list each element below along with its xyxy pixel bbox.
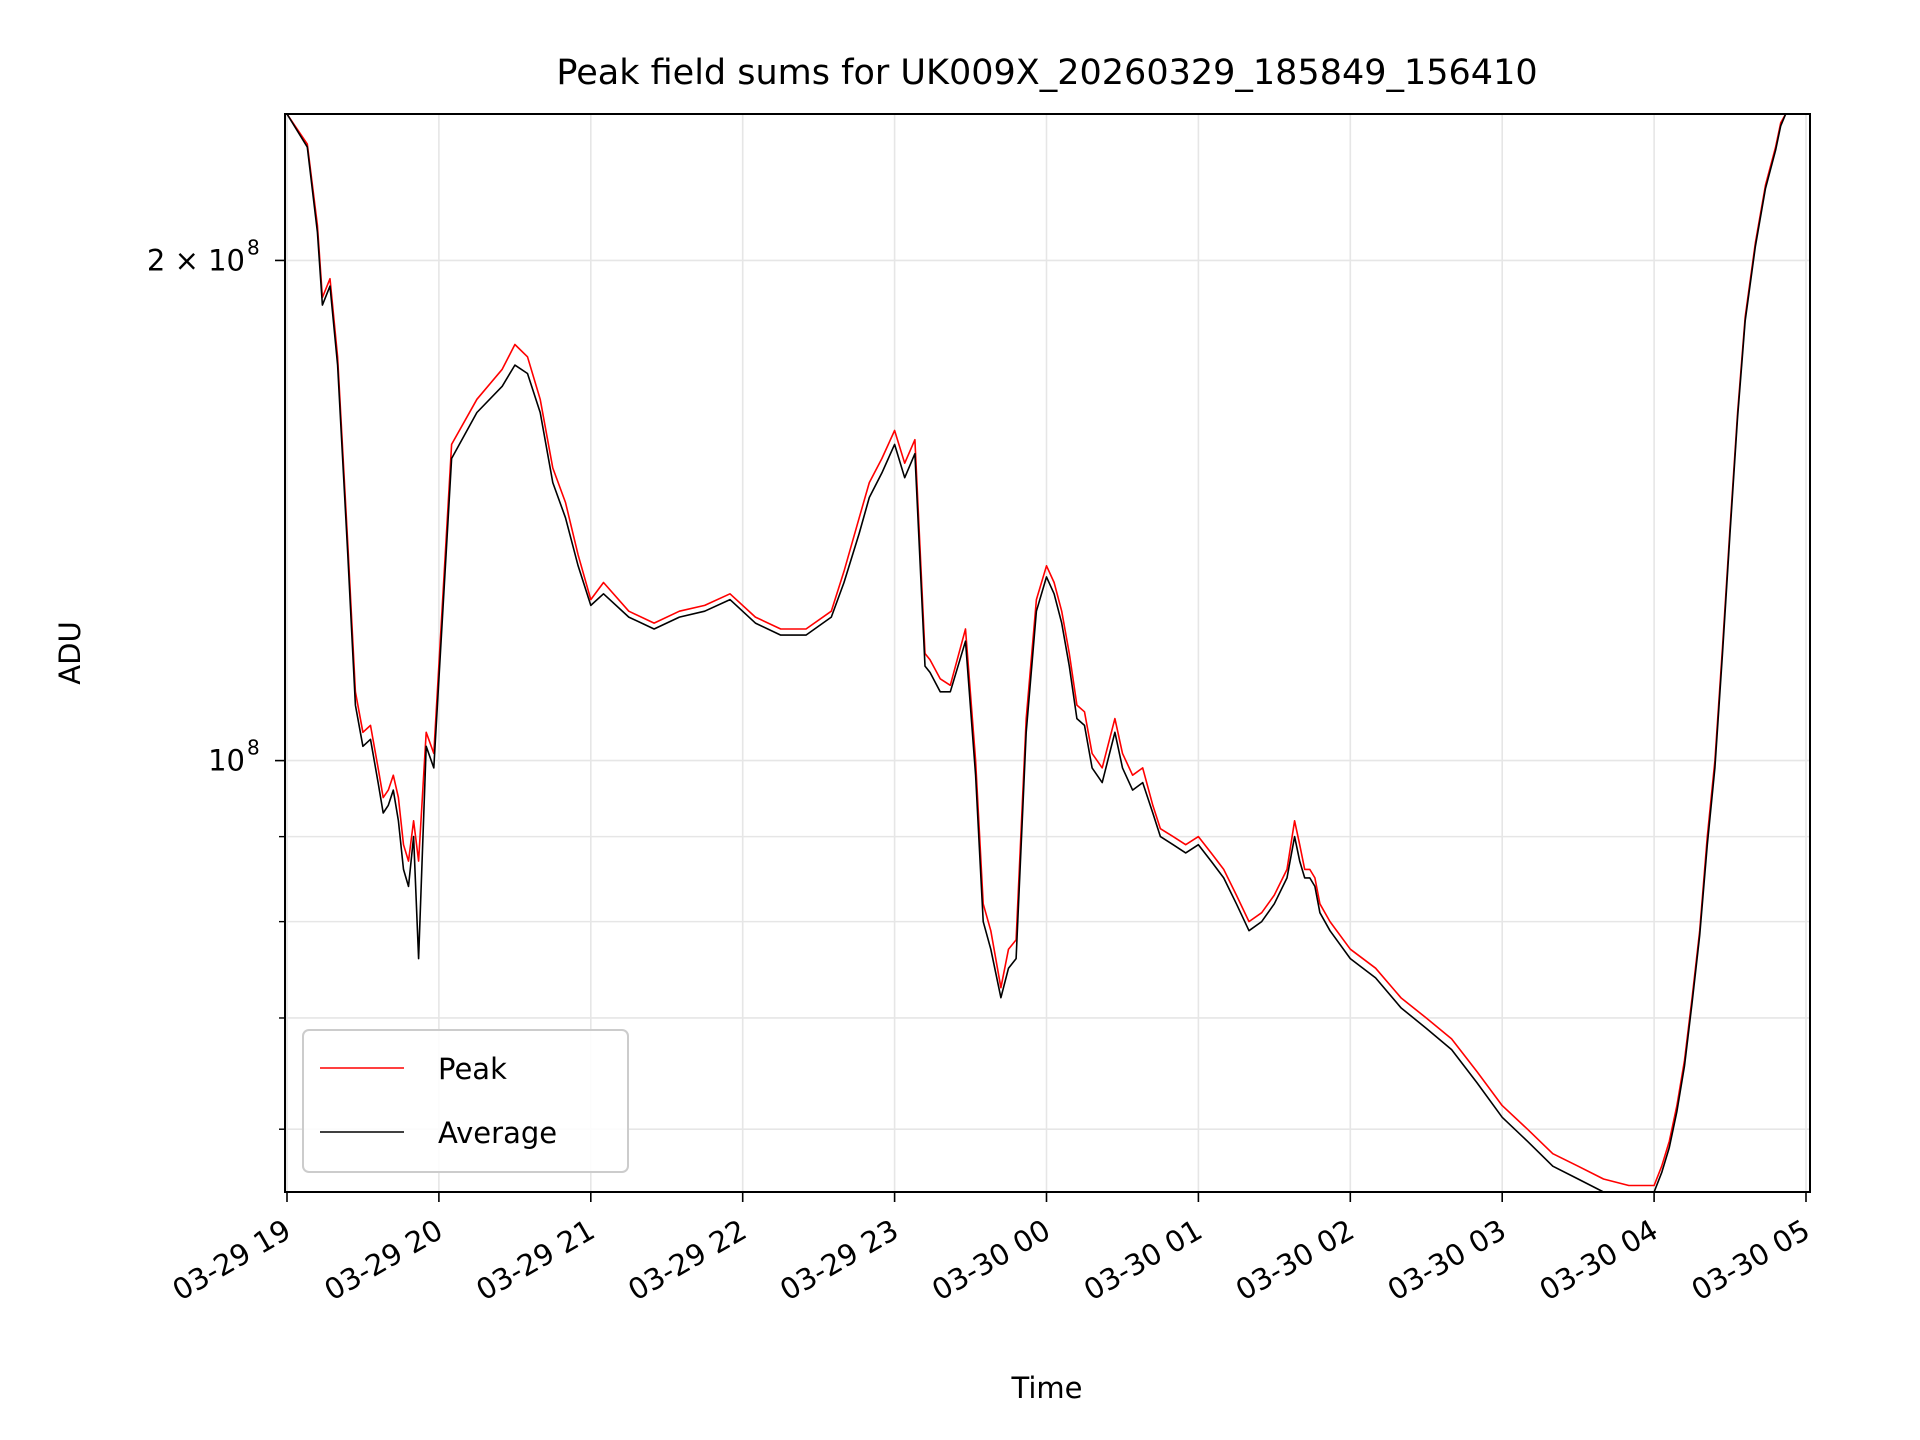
y-tick-label: 10 8 bbox=[208, 736, 260, 778]
plot-frame bbox=[284, 113, 1811, 1193]
y-tick-label-exponent: 8 bbox=[247, 736, 260, 760]
chart-title: Peak field sums for UK009X_20260329_1858… bbox=[556, 53, 1537, 93]
legend: Peak Average bbox=[302, 1029, 629, 1173]
y-axis-label: ADU bbox=[53, 621, 87, 684]
y-axis: 10 82 × 10 8 bbox=[147, 235, 285, 1130]
y-tick-label-base: 10 bbox=[208, 744, 245, 778]
y-tick-label-base: 2 × 10 bbox=[147, 243, 245, 277]
x-axis-label: Time bbox=[1011, 1371, 1083, 1405]
y-tick-label-exponent: 8 bbox=[247, 235, 260, 259]
legend-peak-label: Peak bbox=[438, 1052, 507, 1086]
y-tick-label: 2 × 10 8 bbox=[147, 235, 260, 277]
series-layer bbox=[286, 114, 1806, 1192]
grid bbox=[285, 114, 1810, 1192]
legend-average-label: Average bbox=[438, 1116, 557, 1150]
series-line-average bbox=[286, 114, 1806, 1192]
legend-box bbox=[302, 1029, 629, 1173]
series-line-peak bbox=[286, 114, 1806, 1187]
